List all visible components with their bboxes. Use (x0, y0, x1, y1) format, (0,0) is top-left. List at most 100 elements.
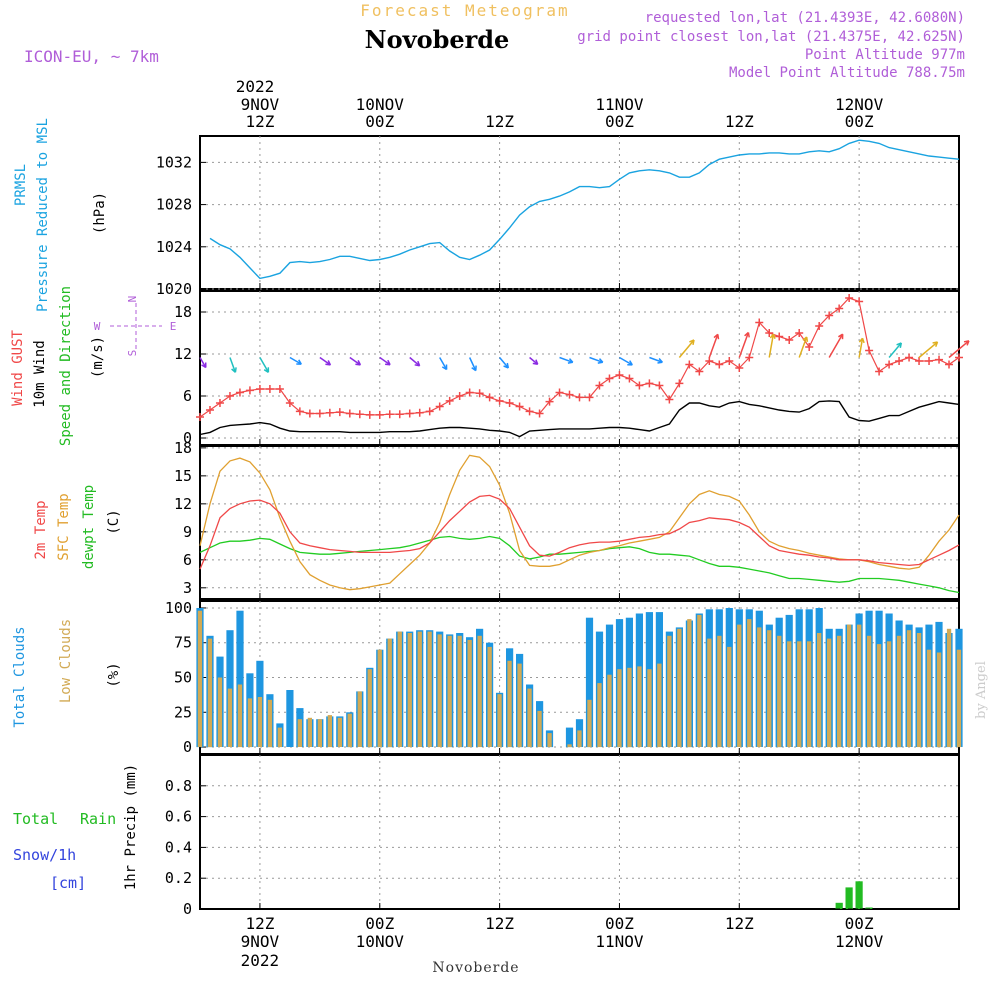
total-cloud-bar-37 (565, 727, 574, 748)
legend-snow-unit: [cm] (50, 874, 86, 892)
bottom-date-label-5: 12NOV (835, 932, 884, 951)
ytick-label-1-3: 18 (174, 303, 192, 321)
compass-n: N (126, 296, 139, 303)
ytick-label-4-3: 0.6 (165, 808, 192, 826)
gust-marker-20 (395, 410, 404, 419)
low-cloud-bar-12 (317, 719, 322, 747)
low-cloud-bar-30 (497, 694, 502, 748)
temp-panel-labels: 2m Temp SFC Temp dewpt Temp (C) (33, 485, 122, 569)
bottom-hour-label-2: 12Z (485, 914, 514, 933)
gust-marker-48 (675, 379, 684, 388)
ytick-label-2-0: 3 (183, 579, 192, 597)
ytick-label-4-4: 0.8 (165, 777, 192, 795)
gust-marker-52 (715, 360, 724, 369)
gust-marker-6 (255, 385, 264, 393)
low-cloud-bar-40 (597, 683, 602, 748)
pressure-label-1: PRMSL (13, 164, 29, 206)
gust-marker-41 (605, 374, 614, 383)
top-hour-label-1: 00Z (365, 112, 394, 131)
low-cloud-bar-44 (637, 666, 642, 748)
low-cloud-bar-60 (797, 641, 802, 747)
low-cloud-bar-39 (587, 699, 592, 748)
wind-arrowhead-3 (296, 359, 302, 365)
low-cloud-bar-7 (267, 699, 273, 748)
gust-marker-53 (725, 357, 734, 365)
gust-marker-74 (935, 355, 944, 364)
low-cloud-bar-14 (337, 717, 342, 747)
low-cloud-bar-0 (197, 610, 203, 747)
watermark: by Angel (974, 661, 989, 719)
wind-arrow-19 (768, 333, 775, 358)
wind-arrowhead-19 (769, 333, 776, 340)
low-cloud-bar-20 (397, 631, 402, 747)
gust-marker-71 (905, 353, 914, 362)
low-cloud-bar-29 (487, 646, 492, 747)
wind-panel-labels: Wind GUST 10m Wind Speed and Direction (… (10, 286, 176, 446)
low-cloud-bar-52 (717, 635, 722, 748)
gust-marker-31 (505, 399, 514, 407)
wind-arrowhead-21 (838, 333, 844, 340)
gust-marker-11 (305, 409, 314, 418)
gust-marker-38 (575, 393, 584, 402)
gust-marker-67 (865, 346, 874, 355)
ytick-label-1-0: 0 (183, 429, 192, 447)
low-cloud-bar-61 (807, 641, 812, 747)
ytick-label-0-2: 1028 (156, 196, 192, 214)
wind-arrowhead-14 (627, 360, 633, 366)
gust-marker-57 (765, 329, 774, 337)
low-cloud-bar-46 (657, 663, 662, 748)
pressure-unit: (hPa) (92, 192, 108, 234)
wind-arrow-25 (948, 340, 970, 359)
gust-marker-45 (645, 379, 654, 388)
gust-marker-64 (835, 304, 844, 313)
temp-unit: (C) (106, 509, 122, 534)
gust-marker-75 (945, 360, 954, 369)
gust-marker-65 (845, 294, 854, 302)
wind-arrow-20 (798, 336, 808, 358)
gust-marker-44 (635, 381, 644, 390)
total-cloud-bar-4 (236, 610, 244, 747)
gust-marker-49 (685, 360, 694, 369)
gust-marker-9 (285, 399, 294, 407)
footer-location: Novoberde (432, 960, 519, 976)
gust-marker-51 (705, 357, 714, 365)
low-cloud-bar-11 (307, 717, 312, 747)
low-cloud-bar-34 (537, 710, 542, 748)
gust-marker-63 (825, 311, 834, 320)
legend-rain: Rain (80, 810, 116, 828)
gust-marker-70 (895, 357, 904, 365)
wind-arrow-9 (468, 357, 477, 371)
ytick-label-2-5: 18 (174, 439, 192, 457)
wind-arrowhead-0 (201, 362, 207, 369)
low-cloud-bar-3 (227, 688, 233, 747)
wind-arrowhead-7 (414, 360, 421, 367)
low-cloud-bar-62 (817, 633, 822, 748)
low-clouds-label: Low Clouds (58, 619, 74, 703)
wind-arrow-7 (409, 356, 421, 367)
gust-marker-73 (925, 357, 934, 365)
gust-marker-69 (885, 360, 894, 369)
gust-marker-76 (955, 353, 963, 362)
bottom-hour-label-5: 00Z (845, 914, 874, 933)
wind-gust-label: Wind GUST (10, 330, 26, 406)
low-cloud-bar-63 (827, 638, 832, 748)
low-cloud-bar-43 (627, 667, 632, 748)
bottom-year-label-0: 2022 (241, 951, 280, 970)
grid-point-coords: grid point closest lon,lat (21.4375E, 42… (577, 29, 965, 45)
low-cloud-bar-51 (707, 638, 712, 748)
bottom-date-label-3: 11NOV (595, 932, 644, 951)
wind-unit: (m/s) (90, 336, 106, 378)
low-cloud-bar-74 (936, 652, 942, 748)
wind-arrowhead-13 (597, 358, 604, 364)
wind-arrowhead-1 (231, 367, 237, 373)
low-cloud-bar-15 (347, 713, 352, 748)
legend-snow: Snow/1h (13, 846, 76, 864)
low-cloud-bar-57 (767, 630, 772, 747)
low-cloud-bar-35 (547, 733, 552, 747)
top-hour-label-3: 00Z (605, 112, 634, 131)
low-cloud-bar-45 (647, 669, 652, 748)
gust-marker-3 (225, 392, 234, 400)
wind-speed-dir-label: Speed and Direction (58, 286, 74, 446)
gust-marker-10 (295, 407, 304, 416)
